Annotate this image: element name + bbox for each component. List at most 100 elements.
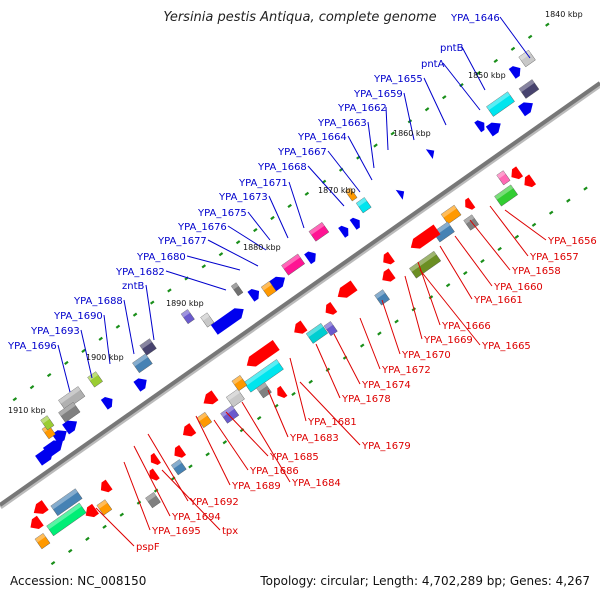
forward-gene-label[interactable]: YPA_1671: [238, 178, 288, 189]
reverse-gene-label[interactable]: YPA_1678: [341, 394, 391, 405]
forward-gene-label[interactable]: YPA_1682: [115, 267, 165, 278]
gene-feature: [382, 268, 396, 282]
reverse-gene-label[interactable]: YPA_1661: [473, 295, 523, 306]
label-connector: [80, 329, 93, 379]
gene-feature: [518, 79, 540, 99]
gene-block-highlight: [519, 79, 535, 93]
gene-block: [308, 222, 330, 242]
label-connector: [504, 209, 547, 241]
forward-gene-label[interactable]: YPA_1693: [30, 326, 80, 337]
gene-block: [34, 533, 51, 550]
scale-tick: [253, 227, 258, 233]
reverse-gene-label[interactable]: YPA_1657: [529, 252, 579, 263]
label-connector: [439, 245, 473, 300]
gene-block: [170, 459, 187, 476]
gene-arrow: [150, 452, 161, 466]
scale-tick: [510, 46, 516, 51]
forward-gene-label[interactable]: YPA_1655: [373, 74, 423, 85]
scale-tick: [167, 288, 172, 293]
gene-feature: [465, 197, 476, 210]
forward-gene-label[interactable]: YPA_1667: [277, 147, 327, 158]
reverse-gene-label[interactable]: YPA_1689: [231, 481, 281, 492]
reverse-gene-label[interactable]: YPA_1656: [547, 236, 597, 247]
gene-block: [40, 415, 55, 431]
gene-block: [409, 250, 442, 279]
gene-feature: [349, 217, 360, 230]
label-connector: [469, 219, 511, 271]
reverse-gene-label[interactable]: YPA_1695: [151, 526, 201, 537]
reverse-gene-label[interactable]: YPA_1666: [441, 321, 491, 332]
gene-feature: [62, 420, 78, 435]
scale-tick: [153, 488, 159, 493]
gene-block: [305, 323, 329, 344]
scale-tick: [514, 234, 520, 239]
reverse-gene-label[interactable]: tpx: [222, 526, 238, 537]
scale-tick: [566, 198, 571, 203]
reverse-gene-label[interactable]: YPA_1658: [511, 266, 561, 277]
reverse-gene-label[interactable]: YPA_1672: [381, 365, 431, 376]
forward-gene-label[interactable]: YPA_1675: [197, 208, 247, 219]
gene-arrow: [277, 385, 288, 399]
forward-gene-label[interactable]: YPA_1662: [337, 103, 387, 114]
forward-gene-label[interactable]: YPA_1677: [157, 236, 207, 247]
forward-gene-label[interactable]: YPA_1646: [450, 13, 500, 24]
scale-tick: [132, 312, 138, 317]
reverse-gene-label[interactable]: YPA_1679: [361, 441, 411, 452]
forward-gene-label[interactable]: YPA_1680: [136, 252, 186, 263]
scale-tick: [119, 512, 125, 517]
scale-tick: [359, 343, 365, 348]
gene-feature: [281, 253, 306, 276]
gene-arrow: [395, 189, 405, 200]
scale-tick: [12, 397, 18, 402]
label-connector: [57, 344, 71, 393]
scale-tick: [64, 360, 69, 366]
reverse-gene-label[interactable]: YPA_1681: [307, 417, 357, 428]
gene-arrow: [425, 149, 435, 160]
label-connector: [499, 16, 531, 59]
label-connector: [123, 461, 151, 531]
gene-block: [139, 338, 157, 356]
reverse-gene-label[interactable]: YPA_1684: [291, 478, 341, 489]
gene-block: [281, 253, 306, 276]
gene-feature: [268, 276, 286, 292]
forward-gene-label[interactable]: pntA: [421, 59, 445, 70]
gene-block: [486, 91, 515, 117]
label-connector: [333, 333, 361, 385]
gene-feature: [85, 503, 99, 518]
forward-gene-label[interactable]: YPA_1688: [73, 296, 123, 307]
reverse-gene-label[interactable]: YPA_1683: [289, 433, 339, 444]
reverse-gene-label[interactable]: YPA_1685: [269, 452, 319, 463]
label-connector: [381, 299, 401, 355]
reverse-gene-label[interactable]: YPA_1674: [361, 380, 411, 391]
reverse-gene-label[interactable]: YPA_1692: [189, 497, 239, 508]
forward-gene-label[interactable]: YPA_1673: [218, 192, 268, 203]
forward-gene-label[interactable]: YPA_1696: [7, 341, 57, 352]
scale-tick: [50, 560, 56, 566]
reverse-gene-label[interactable]: YPA_1669: [423, 335, 473, 346]
gene-block: [323, 321, 338, 337]
forward-gene-label[interactable]: YPA_1664: [297, 132, 347, 143]
gene-block-highlight: [40, 415, 50, 424]
forward-gene-label[interactable]: YPA_1676: [177, 222, 227, 233]
label-connector: [489, 205, 529, 257]
forward-gene-label[interactable]: YPA_1659: [353, 89, 403, 100]
reverse-gene-label[interactable]: YPA_1665: [481, 341, 531, 352]
forward-gene-label[interactable]: YPA_1690: [53, 311, 103, 322]
forward-gene-label[interactable]: YPA_1668: [257, 162, 307, 173]
reverse-gene-label[interactable]: YPA_1686: [249, 466, 299, 477]
forward-gene-label[interactable]: zntB: [122, 281, 145, 292]
label-connector: [288, 181, 305, 229]
gene-arrow: [518, 102, 533, 117]
gene-feature: [383, 251, 395, 265]
reverse-gene-label[interactable]: pspF: [136, 542, 160, 553]
reverse-gene-label[interactable]: YPA_1670: [401, 350, 451, 361]
label-connector: [123, 299, 135, 355]
gene-block-highlight: [356, 197, 367, 207]
gene-arrow: [62, 420, 78, 435]
gene-feature: [50, 488, 83, 517]
forward-gene-label[interactable]: YPA_1663: [317, 118, 367, 129]
reverse-gene-label[interactable]: YPA_1694: [171, 512, 221, 523]
forward-gene-label[interactable]: pntB: [440, 43, 464, 54]
gene-feature: [494, 184, 519, 207]
reverse-gene-label[interactable]: YPA_1660: [493, 282, 543, 293]
